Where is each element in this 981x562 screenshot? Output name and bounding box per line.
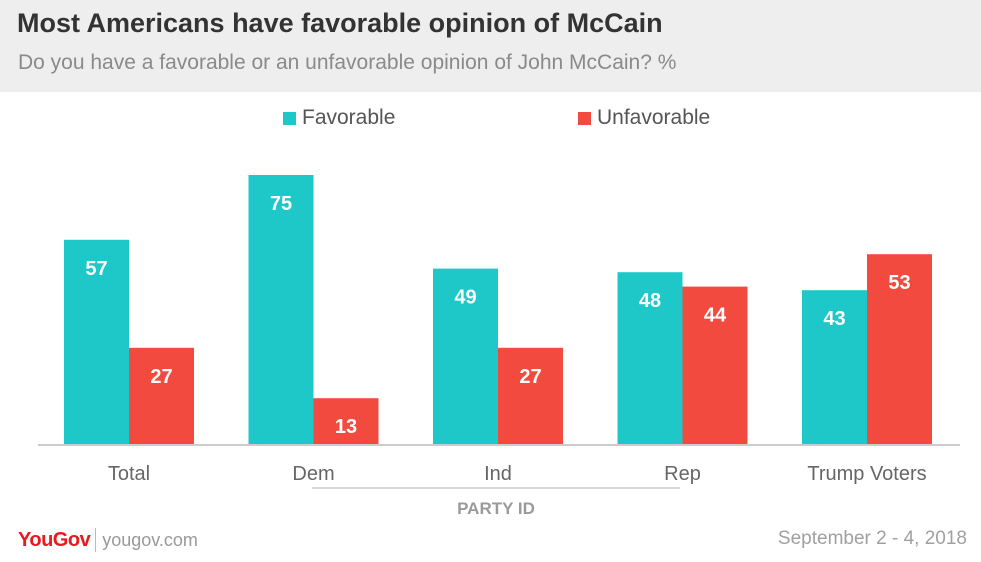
category-label: Dem [292, 463, 334, 485]
bar-favorable [64, 239, 129, 445]
category-label: Ind [484, 463, 512, 485]
data-label-favorable: 75 [270, 193, 292, 215]
party-id-label: PARTY ID [457, 499, 535, 518]
data-label-unfavorable: 13 [335, 416, 357, 438]
data-label-unfavorable: 44 [704, 305, 727, 327]
bar-unfavorable [129, 347, 194, 445]
chart-subtitle: Do you have a favorable or an unfavorabl… [18, 51, 677, 74]
legend-swatch-favorable [283, 111, 296, 125]
data-label-unfavorable: 53 [888, 272, 910, 294]
data-label-favorable: 57 [85, 258, 107, 280]
footer-branding: YouGov yougov.com [18, 528, 198, 552]
data-label-unfavorable: 27 [150, 366, 172, 388]
bar-favorable [617, 272, 683, 445]
bar-unfavorable [498, 347, 563, 445]
bar-unfavorable [313, 398, 379, 445]
legend-swatch-unfavorable [578, 111, 591, 125]
data-label-unfavorable: 27 [519, 366, 541, 388]
category-label: Total [108, 463, 150, 485]
bar-unfavorable [682, 286, 748, 445]
bar-favorable [248, 175, 314, 445]
data-label-favorable: 43 [823, 308, 845, 330]
chart-title: Most Americans have favorable opinion of… [17, 8, 663, 38]
footer-divider [95, 528, 97, 552]
survey-date: September 2 - 4, 2018 [777, 528, 967, 549]
legend-label-favorable: Favorable [302, 106, 396, 129]
bar-favorable [433, 268, 498, 445]
data-label-favorable: 48 [639, 290, 661, 312]
legend-label-unfavorable: Unfavorable [597, 106, 711, 129]
legend-item-unfavorable: Unfavorable [578, 106, 710, 130]
site-url: yougov.com [102, 529, 198, 550]
bar-unfavorable [867, 254, 932, 445]
category-label: Trump Voters [807, 463, 926, 485]
chart-header: Most Americans have favorable opinion of… [0, 0, 981, 92]
data-label-favorable: 49 [454, 287, 476, 309]
bar-favorable [802, 290, 867, 445]
legend-item-favorable: Favorable [283, 106, 395, 130]
category-label: Rep [664, 463, 701, 485]
yougov-logo: YouGov [18, 528, 91, 551]
